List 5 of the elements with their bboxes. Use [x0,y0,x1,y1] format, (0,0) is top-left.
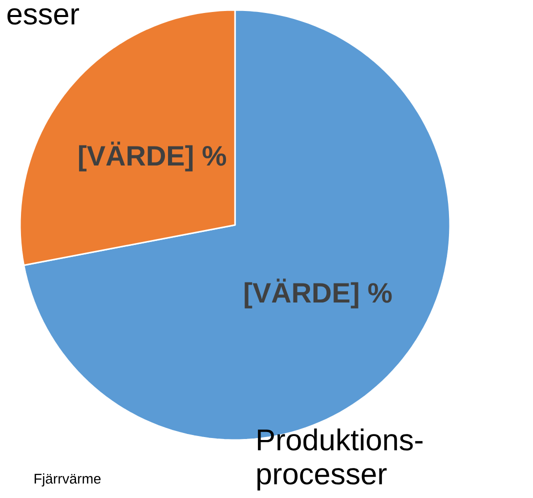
text: Fjärrvärme [34,473,101,486]
slice-label: Produktions-processer [257,428,423,490]
data-label: [VÄRDE] % [244,278,392,308]
slice-label: esser [7,8,80,25]
data-label: [VÄRDE] % [79,142,226,172]
